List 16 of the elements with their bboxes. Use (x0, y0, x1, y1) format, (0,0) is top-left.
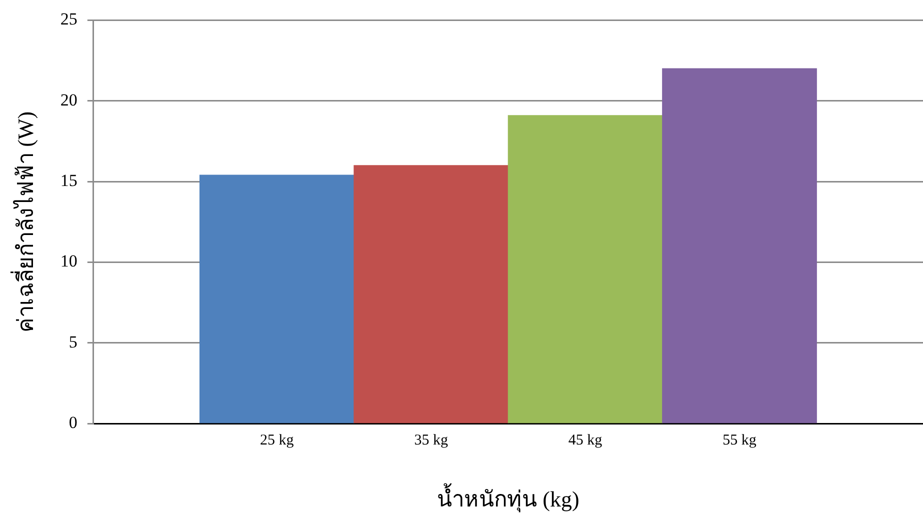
x-tick-label: 45 kg (568, 432, 603, 449)
x-tick-label: 35 kg (414, 432, 448, 449)
x-tick-label: 55 kg (722, 432, 757, 449)
x-tick-label: 25 kg (260, 432, 294, 449)
y-tick-label: 20 (60, 90, 78, 110)
y-tick-label: 15 (60, 171, 78, 190)
bar (199, 174, 354, 424)
y-tick-label: 5 (68, 332, 78, 352)
bar (354, 165, 509, 424)
x-axis-title: น้ำหนักทุ่น (kg) (437, 484, 580, 513)
y-axis-title: ค่าเฉลี่ยกำลังไฟฟ้า (W) (10, 111, 38, 332)
y-tick-label: 0 (68, 413, 78, 432)
y-tick-label: 10 (60, 252, 78, 271)
y-tick-label: 25 (60, 10, 78, 29)
bar (508, 115, 663, 424)
bar (662, 68, 817, 424)
